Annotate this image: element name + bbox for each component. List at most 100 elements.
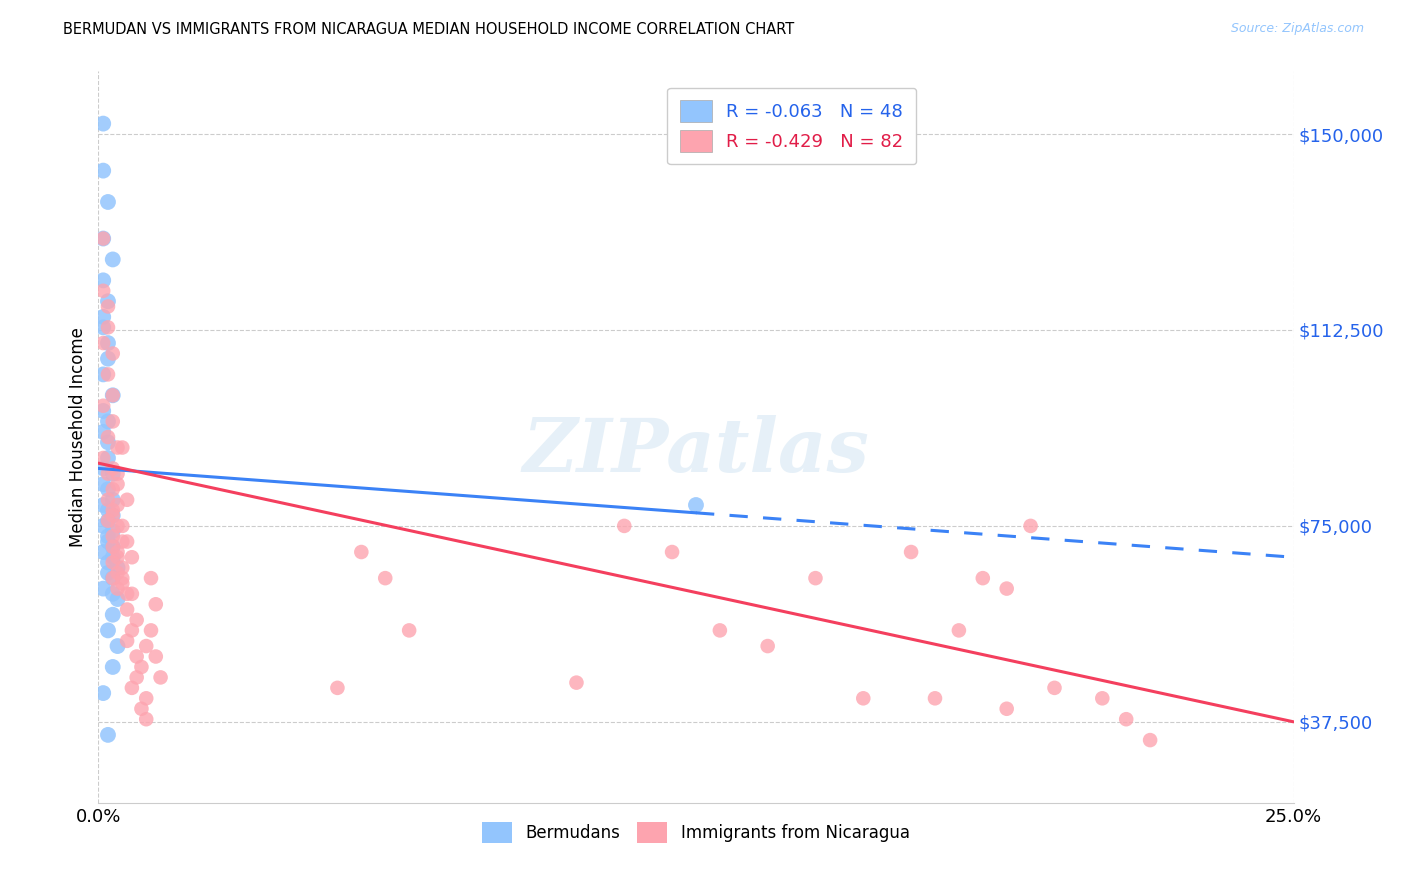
Point <box>91 477 114 491</box>
Point <box>97 368 120 382</box>
Point <box>709 624 731 638</box>
Point <box>125 613 148 627</box>
Point <box>97 294 120 309</box>
Point <box>101 540 124 554</box>
Point <box>121 681 143 695</box>
Point <box>1115 712 1137 726</box>
Point <box>131 702 153 716</box>
Point <box>91 404 114 418</box>
Point <box>91 399 114 413</box>
Point <box>613 519 636 533</box>
Point <box>91 461 114 475</box>
Point <box>101 660 124 674</box>
Point <box>111 560 134 574</box>
Point <box>125 670 148 684</box>
Point <box>107 560 129 574</box>
Point <box>107 441 129 455</box>
Point <box>111 519 134 533</box>
Point <box>101 587 124 601</box>
Point <box>101 508 124 523</box>
Point <box>1043 681 1066 695</box>
Point <box>121 624 143 638</box>
Point <box>97 467 120 481</box>
Point <box>1019 519 1042 533</box>
Point <box>972 571 994 585</box>
Point <box>101 461 124 475</box>
Point <box>91 450 114 465</box>
Point <box>1091 691 1114 706</box>
Point <box>97 514 120 528</box>
Point <box>948 624 970 638</box>
Point <box>91 231 114 245</box>
Point <box>661 545 683 559</box>
Point <box>97 534 120 549</box>
Point <box>107 566 129 580</box>
Point <box>97 300 120 314</box>
Legend: Bermudans, Immigrants from Nicaragua: Bermudans, Immigrants from Nicaragua <box>475 815 917 849</box>
Point <box>91 519 114 533</box>
Point <box>101 571 124 585</box>
Point <box>101 252 124 267</box>
Point <box>107 467 129 481</box>
Point <box>107 550 129 565</box>
Point <box>135 691 157 706</box>
Point <box>115 534 138 549</box>
Point <box>107 545 129 559</box>
Point <box>101 508 124 523</box>
Point <box>97 320 120 334</box>
Point <box>121 587 143 601</box>
Point <box>101 529 124 543</box>
Point <box>131 660 153 674</box>
Point <box>115 633 138 648</box>
Point <box>97 351 120 366</box>
Point <box>101 346 124 360</box>
Point <box>101 556 124 570</box>
Point <box>115 587 138 601</box>
Point <box>756 639 779 653</box>
Point <box>91 273 114 287</box>
Point <box>101 483 124 497</box>
Point <box>107 582 129 596</box>
Point <box>101 388 124 402</box>
Point <box>149 670 172 684</box>
Point <box>350 545 373 559</box>
Point <box>91 686 114 700</box>
Point <box>97 450 120 465</box>
Point <box>685 498 707 512</box>
Text: Source: ZipAtlas.com: Source: ZipAtlas.com <box>1230 22 1364 36</box>
Point <box>97 430 120 444</box>
Point <box>565 675 588 690</box>
Point <box>97 728 120 742</box>
Point <box>101 388 124 402</box>
Point <box>924 691 946 706</box>
Point <box>900 545 922 559</box>
Point <box>852 691 875 706</box>
Point <box>111 441 134 455</box>
Point <box>97 194 120 209</box>
Y-axis label: Median Household Income: Median Household Income <box>69 327 87 547</box>
Point <box>97 503 120 517</box>
Point <box>97 566 120 580</box>
Point <box>121 550 143 565</box>
Point <box>91 498 114 512</box>
Point <box>91 163 114 178</box>
Point <box>374 571 396 585</box>
Point <box>91 336 114 351</box>
Point <box>101 550 124 565</box>
Point <box>139 624 162 638</box>
Point <box>97 514 120 528</box>
Point <box>97 336 120 351</box>
Point <box>115 602 138 616</box>
Point <box>97 483 120 497</box>
Point <box>91 310 114 324</box>
Point <box>101 524 124 538</box>
Point <box>107 639 129 653</box>
Point <box>995 702 1018 716</box>
Point <box>326 681 349 695</box>
Point <box>101 414 124 428</box>
Point <box>111 571 134 585</box>
Point <box>101 503 124 517</box>
Point <box>111 576 134 591</box>
Point <box>804 571 827 585</box>
Point <box>1139 733 1161 747</box>
